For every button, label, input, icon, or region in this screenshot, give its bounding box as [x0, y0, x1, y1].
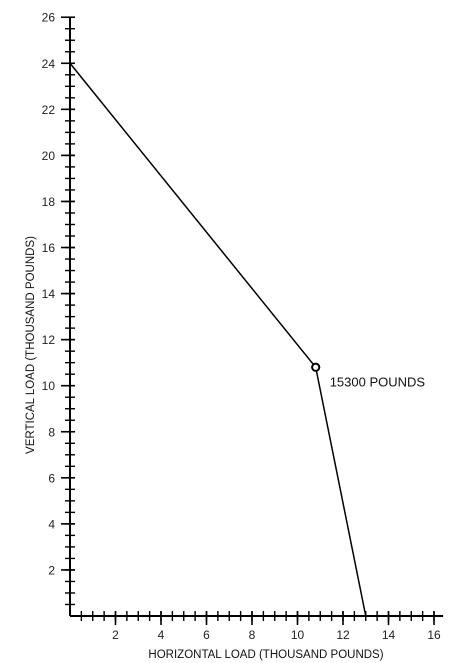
y-tick-label: 22	[42, 103, 56, 117]
y-tick-label: 24	[42, 57, 56, 71]
y-tick-label: 10	[42, 379, 56, 393]
x-tick-label: 6	[203, 628, 210, 642]
y-tick-label: 20	[42, 149, 56, 163]
x-axis-title: HORIZONTAL LOAD (THOUSAND POUNDS)	[148, 649, 383, 661]
x-tick-label: 10	[291, 628, 305, 642]
annotation-label: 15300 POUNDS	[330, 374, 426, 389]
x-tick-label: 4	[158, 628, 165, 642]
y-tick-label: 16	[42, 241, 56, 255]
y-tick-label: 4	[48, 517, 55, 531]
x-tick-label: 2	[112, 628, 119, 642]
x-tick-label: 16	[427, 628, 441, 642]
ticks-layer	[61, 16, 435, 625]
x-tick-label: 8	[249, 628, 256, 642]
y-tick-label: 26	[42, 11, 56, 25]
y-tick-label: 8	[48, 425, 55, 439]
y-axis-title: VERTICAL LOAD (THOUSAND POUNDS)	[25, 236, 37, 454]
series-line	[69, 62, 367, 617]
x-tick-label: 14	[382, 628, 396, 642]
y-tick-label: 18	[42, 195, 56, 209]
x-tick-label: 12	[336, 628, 350, 642]
y-tick-label: 2	[48, 563, 55, 577]
y-tick-label: 14	[42, 287, 56, 301]
annotation-marker	[311, 362, 321, 372]
y-tick-label: 12	[42, 333, 56, 347]
y-tick-label: 6	[48, 471, 55, 485]
